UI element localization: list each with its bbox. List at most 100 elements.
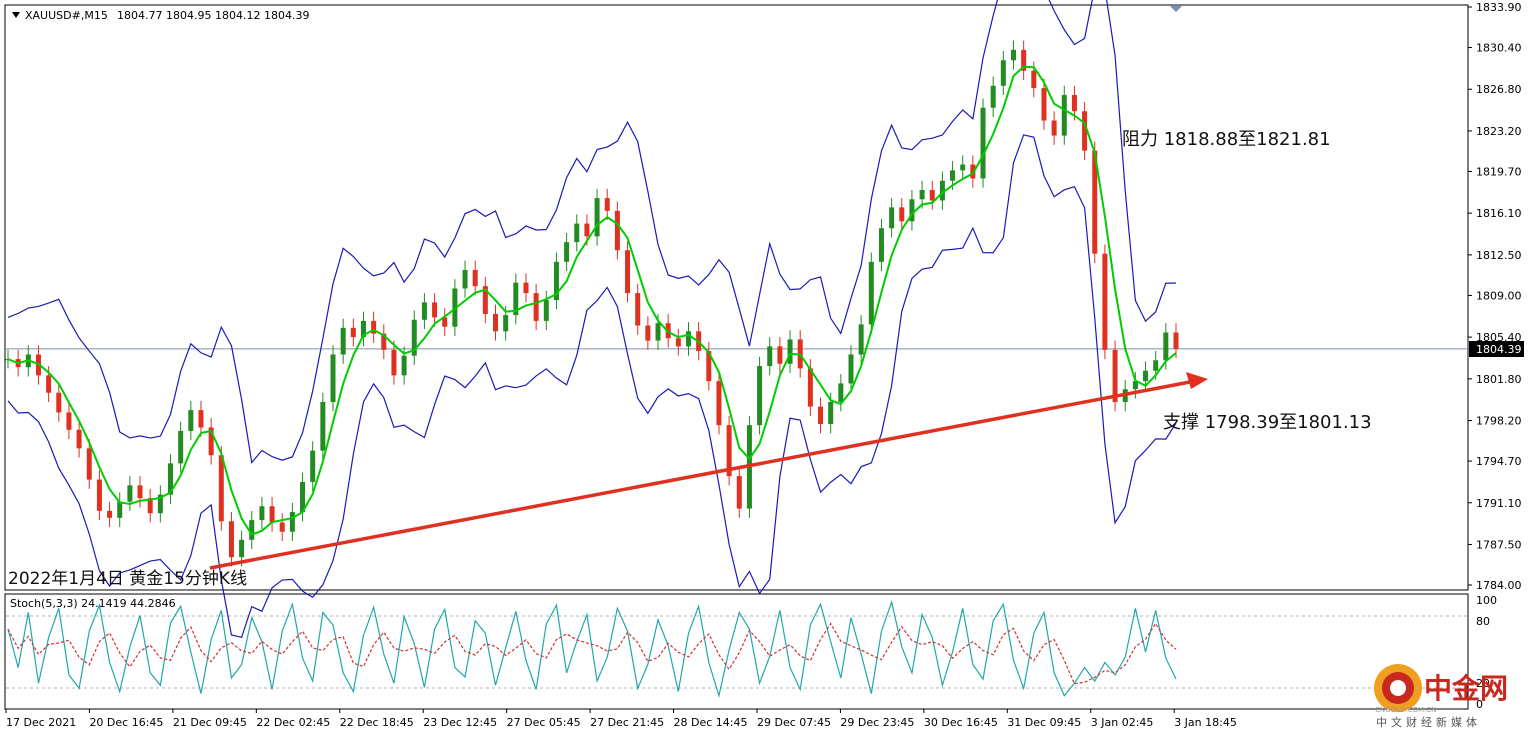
time-tick-label: 31 Dec 09:45: [1007, 716, 1081, 729]
time-tick-label: 28 Dec 14:45: [674, 716, 748, 729]
candle-body: [564, 242, 570, 262]
price-tick-label: 1791.10: [1476, 497, 1522, 510]
candle-body: [1071, 95, 1077, 112]
candle-body: [950, 170, 956, 181]
candle-body: [726, 425, 732, 477]
candle-body: [503, 315, 509, 332]
stoch-label: Stoch(5,3,3) 24.1419 44.2846: [10, 597, 176, 610]
candle-body: [188, 410, 194, 431]
candle-body: [1031, 70, 1037, 89]
stoch-level-label: 0: [1476, 698, 1483, 711]
candle-body: [818, 406, 824, 424]
candle-body: [178, 430, 184, 464]
ma-path: [7, 65, 1177, 536]
stoch-level-label: 100: [1476, 594, 1497, 607]
candle-body: [208, 427, 214, 456]
candle-body: [1010, 49, 1016, 61]
candle-body: [868, 261, 874, 325]
candle-body: [289, 512, 295, 532]
shift-marker-icon[interactable]: [1170, 6, 1182, 12]
candle-body: [168, 463, 174, 495]
candle-body: [543, 300, 549, 321]
time-tick-label: 22 Dec 02:45: [256, 716, 330, 729]
candle-body: [848, 354, 854, 384]
candle-body: [1163, 332, 1169, 361]
candle-body: [432, 302, 438, 318]
candle-body: [300, 481, 306, 513]
candle-body: [980, 107, 986, 179]
time-tick-label: 22 Dec 18:45: [340, 716, 414, 729]
candle-body: [86, 448, 92, 480]
candle-body: [777, 346, 783, 364]
candle-body: [320, 401, 326, 451]
candle-body: [259, 506, 265, 521]
candle-body: [838, 383, 844, 402]
candle-body: [1082, 111, 1088, 151]
candle-body: [858, 324, 864, 355]
stoch-axis: 100 80 20 0: [1476, 594, 1497, 711]
candle-body: [655, 323, 661, 341]
time-tick-label: 23 Dec 12:45: [423, 716, 497, 729]
candle-body: [391, 349, 397, 376]
moving-average-line: [7, 65, 1177, 536]
bb-upper-path: [7, 0, 1177, 464]
candle-body: [1061, 95, 1067, 136]
time-tick-label: 21 Dec 09:45: [173, 716, 247, 729]
candle-body: [1132, 381, 1138, 390]
price-tick-label: 1798.20: [1476, 415, 1522, 428]
price-tick-label: 1823.20: [1476, 125, 1522, 138]
candle-body: [614, 210, 620, 251]
candle-body: [909, 199, 915, 222]
price-tick-label: 1794.70: [1476, 455, 1522, 468]
candle-body: [1112, 349, 1118, 402]
brand-name: 中金网: [1424, 672, 1508, 705]
candle-body: [899, 207, 905, 222]
time-tick-label: 17 Dec 2021: [6, 716, 76, 729]
candle-body: [828, 401, 834, 424]
time-tick-label: 30 Dec 16:45: [924, 716, 998, 729]
current-price-label: 1804.39: [1476, 343, 1522, 356]
date-note: 2022年1月4日 黄金15分钟K线: [8, 569, 247, 589]
candle-body: [350, 327, 356, 338]
candle-body: [411, 319, 417, 356]
candle-body: [472, 269, 478, 287]
candle-body: [330, 354, 336, 402]
candle-body: [1021, 49, 1027, 71]
menu-triangle-icon[interactable]: [12, 12, 20, 18]
support-annotation: 支撑 1798.39至1801.13: [1163, 412, 1372, 433]
candle-body: [340, 327, 346, 355]
candle-body: [1051, 120, 1057, 136]
stoch-main-line: [7, 599, 1177, 699]
bb-lower-path: [7, 134, 1177, 638]
candle-body: [594, 198, 600, 237]
candle-body: [736, 476, 742, 509]
candle-body: [249, 520, 255, 540]
candle-body: [442, 317, 448, 327]
candle-body: [1041, 88, 1047, 121]
candle-body: [462, 269, 468, 289]
candle-body: [381, 333, 387, 350]
time-tick-label: 29 Dec 23:45: [840, 716, 914, 729]
candle-body: [574, 223, 580, 243]
candle-body: [127, 485, 133, 502]
candle-body: [1173, 332, 1179, 349]
candle-body: [1000, 60, 1006, 86]
candle-body: [533, 293, 539, 321]
current-price-box: [1469, 341, 1524, 357]
candle-body: [310, 450, 316, 482]
candle-body: [401, 355, 407, 376]
candle-body: [889, 207, 895, 229]
candle-body: [228, 521, 234, 558]
candle-body: [269, 506, 275, 523]
brand-url: CNGOLD.COM.CN: [1375, 706, 1436, 714]
candle-body: [584, 223, 590, 237]
candle-body: [523, 282, 529, 294]
candle-body: [76, 429, 82, 449]
time-tick-label: 3 Jan 18:45: [1174, 716, 1237, 729]
time-tick-label: 29 Dec 07:45: [757, 716, 831, 729]
candle-body: [46, 375, 52, 393]
stoch-level-label: 80: [1476, 615, 1490, 628]
candle-body: [645, 325, 651, 341]
candle-body: [218, 455, 224, 522]
